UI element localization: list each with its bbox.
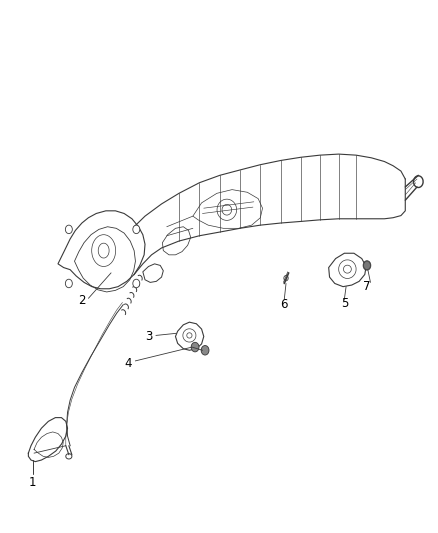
Text: 1: 1 bbox=[29, 477, 36, 489]
Circle shape bbox=[201, 345, 209, 355]
Text: 2: 2 bbox=[78, 294, 86, 308]
Circle shape bbox=[133, 225, 140, 233]
Circle shape bbox=[65, 225, 72, 233]
Circle shape bbox=[133, 279, 140, 288]
Circle shape bbox=[191, 342, 199, 352]
Circle shape bbox=[364, 261, 371, 270]
Text: 6: 6 bbox=[280, 298, 288, 311]
Text: 4: 4 bbox=[125, 357, 132, 369]
Circle shape bbox=[65, 279, 72, 288]
Text: 3: 3 bbox=[145, 330, 152, 343]
Text: 5: 5 bbox=[341, 297, 348, 310]
Text: 7: 7 bbox=[363, 280, 371, 293]
